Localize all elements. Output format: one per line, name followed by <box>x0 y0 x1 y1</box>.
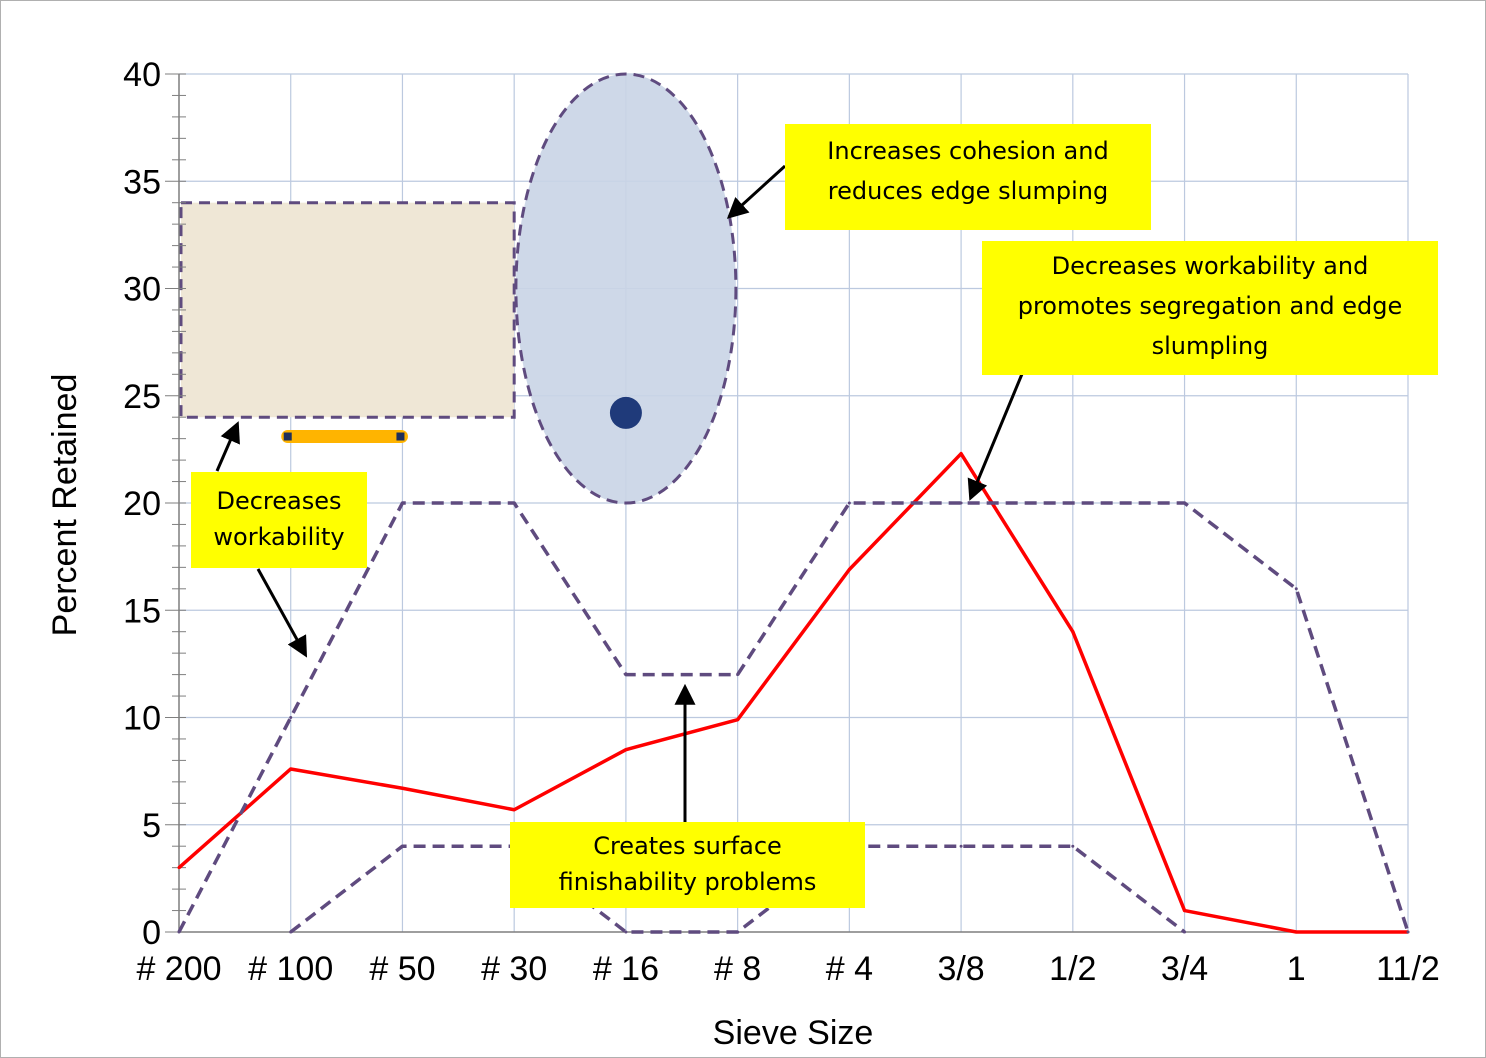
series-upper-limit <box>177 501 1410 933</box>
callout-box <box>982 241 1438 375</box>
point-lower-limit <box>400 844 404 848</box>
x-tick-label: 1 <box>1287 950 1306 988</box>
point-gradation <box>512 808 516 812</box>
x-tick-label: 1/2 <box>1049 950 1096 988</box>
point-upper-limit <box>289 716 293 719</box>
point-gradation <box>1071 630 1075 634</box>
point-upper-limit <box>736 673 740 677</box>
x-tick-label: 3/4 <box>1161 950 1208 988</box>
arrow-workability-lower <box>256 568 308 658</box>
range-handle-right <box>396 432 405 441</box>
point-gradation <box>1294 930 1298 934</box>
callout-box <box>191 472 367 568</box>
arrow-workability <box>215 421 240 472</box>
arrow-cohesion <box>726 164 787 219</box>
cohesion-zone <box>514 72 738 505</box>
zone-marker-dot <box>609 396 642 429</box>
callout-line: Decreases workability and <box>1052 252 1369 280</box>
point-upper-limit <box>847 501 851 505</box>
point-gradation <box>177 866 181 870</box>
zones <box>179 72 738 505</box>
point-gradation <box>736 718 740 722</box>
callout-line: workability <box>213 523 344 551</box>
callout-line: Decreases <box>216 487 341 515</box>
point-gradation <box>400 786 404 790</box>
callout-line: Creates surface <box>593 832 782 860</box>
point-lower-limit <box>736 930 740 934</box>
y-tick-label: 20 <box>123 485 161 523</box>
callout-line: promotes segregation and edge <box>1018 292 1403 320</box>
x-tick-label: # 100 <box>248 950 333 988</box>
annotation-arrows <box>215 164 1024 822</box>
tick-labels: # 200 # 100 # 50 # 30 # 16 # 8 # 4 3/8 1/2 3/4 1 11… <box>123 56 1440 988</box>
callout-workability: Decreases workability <box>191 472 367 568</box>
point-upper-limit <box>624 673 628 677</box>
x-tick-label: # 200 <box>136 950 221 988</box>
point-gradation <box>847 567 851 571</box>
x-tick-label: # 8 <box>714 950 761 988</box>
point-upper-limit <box>1406 930 1410 934</box>
callout-box <box>785 124 1151 230</box>
y-tick-label: 5 <box>142 807 161 845</box>
x-axis-title: Sieve Size <box>713 1014 874 1052</box>
point-upper-limit <box>400 501 404 505</box>
axes <box>165 73 1408 933</box>
x-tick-label: 11/2 <box>1376 950 1440 988</box>
y-tick-label: 35 <box>123 163 161 201</box>
callout-line: reduces edge slumping <box>828 177 1108 205</box>
callout-line: slumpling <box>1152 332 1269 360</box>
point-upper-limit <box>1183 501 1187 505</box>
x-tick-label: 3/8 <box>937 950 984 988</box>
x-tick-label: # 30 <box>481 950 547 988</box>
point-lower-limit <box>959 844 963 848</box>
point-upper-limit <box>1294 587 1298 591</box>
y-axis-title: Percent Retained <box>46 374 84 637</box>
y-tick-label: 10 <box>123 700 161 738</box>
point-upper-limit <box>512 501 516 505</box>
point-lower-limit <box>624 930 628 934</box>
point-lower-limit <box>1183 930 1187 934</box>
y-tick-label: 0 <box>142 914 161 952</box>
x-tick-label: # 16 <box>593 950 659 988</box>
callout-box <box>510 822 865 908</box>
decreases-workability-zone <box>179 201 516 419</box>
point-upper-limit <box>1071 501 1075 505</box>
point-gradation <box>1183 909 1187 913</box>
range-handle-left <box>283 432 292 441</box>
series-gradation <box>177 451 1408 934</box>
y-tick-label: 40 <box>123 56 161 94</box>
callout-finishability: Creates surface finishability problems <box>510 822 865 908</box>
callout-line: Increases cohesion and <box>827 137 1108 165</box>
y-tick-label: 15 <box>123 592 161 630</box>
point-lower-limit <box>289 930 293 934</box>
point-gradation <box>624 748 628 752</box>
point-upper-limit <box>177 930 181 934</box>
y-tick-label: 25 <box>123 378 161 416</box>
x-tick-label: # 4 <box>826 950 873 988</box>
point-lower-limit <box>1071 844 1075 848</box>
point-gradation <box>289 767 293 771</box>
y-tick-label: 30 <box>123 271 161 309</box>
callout-cohesion: Increases cohesion and reduces edge slump… <box>785 124 1151 230</box>
arrow-segregation <box>967 373 1024 501</box>
point-upper-limit <box>959 501 963 505</box>
x-tick-label: # 50 <box>369 950 435 988</box>
callouts: Increases cohesion and reduces edge slump… <box>191 124 1438 908</box>
callout-line: finishability problems <box>559 868 817 896</box>
callout-segregation: Decreases workability and promotes segreg… <box>982 241 1438 375</box>
point-gradation <box>959 452 963 456</box>
